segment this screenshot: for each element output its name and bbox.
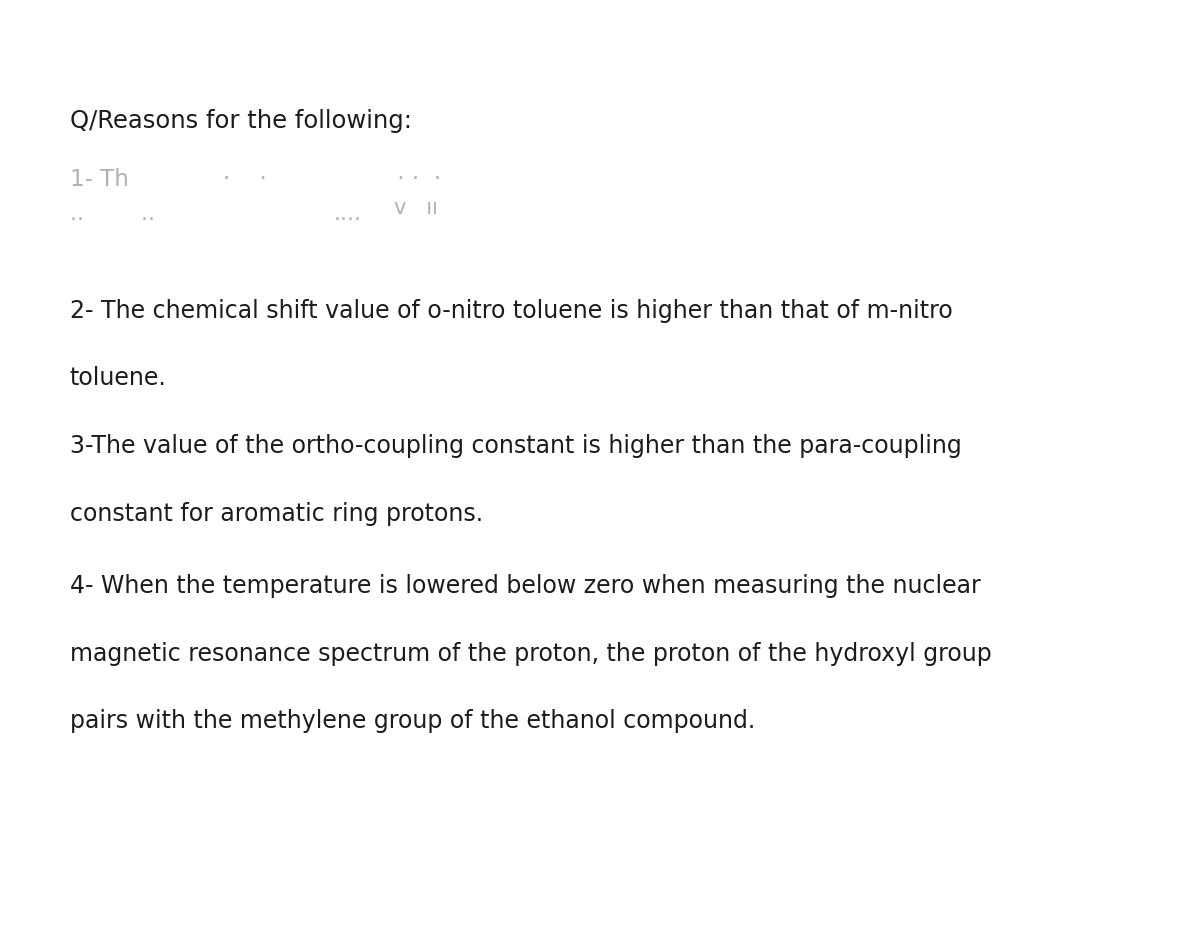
Text: constant for aromatic ring protons.: constant for aromatic ring protons. xyxy=(70,502,482,526)
Text: 3-The value of the ortho-coupling constant is higher than the para-coupling: 3-The value of the ortho-coupling consta… xyxy=(70,434,961,459)
Text: magnetic resonance spectrum of the proton, the proton of the hydroxyl group: magnetic resonance spectrum of the proto… xyxy=(70,642,991,666)
Text: 2- The chemical shift value of o-nitro toluene is higher than that of m-nitro: 2- The chemical shift value of o-nitro t… xyxy=(70,299,953,323)
Text: 1- Th: 1- Th xyxy=(70,168,128,191)
Text: ····: ···· xyxy=(334,210,361,230)
Text: Q/Reasons for the following:: Q/Reasons for the following: xyxy=(70,109,412,134)
Text: ·    ·                  · ·  ·: · · · · · xyxy=(136,168,440,191)
Text: v   ıı: v ıı xyxy=(394,198,438,218)
Text: toluene.: toluene. xyxy=(70,366,167,390)
Text: pairs with the methylene group of the ethanol compound.: pairs with the methylene group of the et… xyxy=(70,709,755,733)
Text: 4- When the temperature is lowered below zero when measuring the nuclear: 4- When the temperature is lowered below… xyxy=(70,574,980,599)
Text: ··        ··: ·· ·· xyxy=(70,210,155,230)
